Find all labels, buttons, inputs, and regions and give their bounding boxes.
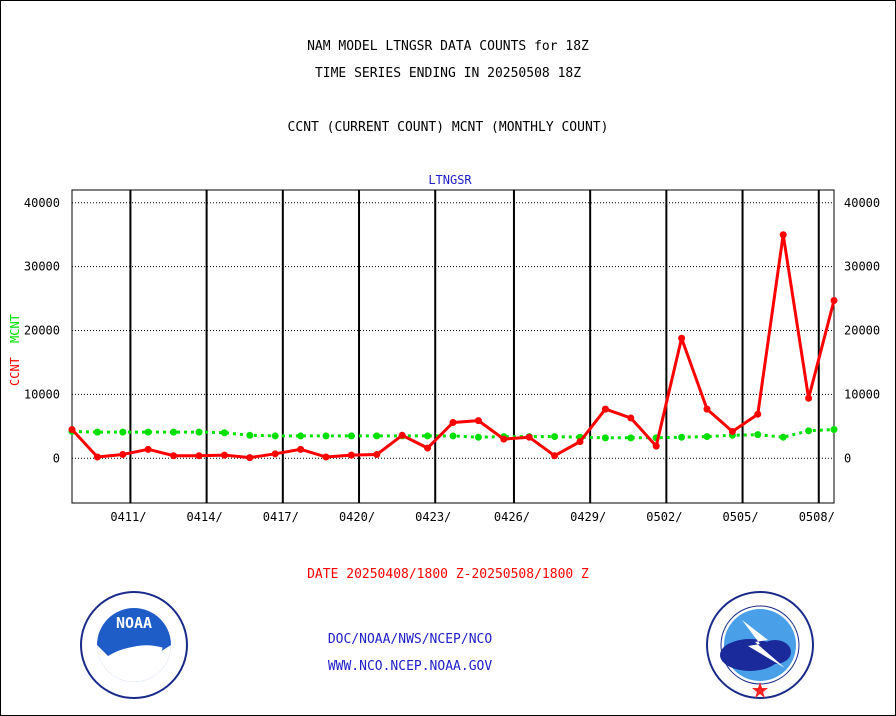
grid-lines: [72, 190, 834, 503]
data-point-ccnt: [830, 297, 838, 305]
chart-title-line2: TIME SERIES ENDING IN 20250508 18Z: [314, 66, 582, 81]
y-tick-label-right: 40000: [844, 196, 880, 210]
y-tick-label-right: 0: [844, 451, 851, 465]
y-ticks-right: 0 10000 20000 30000 40000: [844, 196, 880, 466]
nws-logo[interactable]: [706, 591, 814, 699]
y-tick-label-left: 30000: [24, 260, 60, 274]
data-point-ccnt: [449, 419, 457, 427]
x-tick-label: 0502/: [646, 510, 682, 524]
data-point-ccnt: [398, 431, 406, 439]
data-point-mcnt: [805, 427, 813, 435]
data-point-ccnt: [805, 394, 813, 402]
x-tick-label: 0505/: [722, 510, 758, 524]
date-range-label: DATE 20250408/1800 Z-20250508/1800 Z: [307, 567, 589, 582]
data-point-ccnt: [627, 414, 635, 422]
data-point-mcnt: [424, 432, 432, 440]
data-point-mcnt: [627, 434, 635, 442]
data-point-mcnt: [119, 428, 127, 436]
data-point-ccnt: [119, 450, 127, 458]
data-point-ccnt: [195, 452, 203, 460]
x-tick-label: 0417/: [263, 510, 299, 524]
footer-link-www[interactable]: WWW.NCO.NCEP.NOAA.GOV: [327, 659, 493, 674]
data-point-mcnt: [373, 432, 381, 440]
data-point-mcnt: [195, 428, 203, 436]
series-group: [68, 231, 838, 462]
data-point-mcnt: [144, 428, 152, 436]
data-point-mcnt: [297, 432, 305, 440]
data-point-mcnt: [754, 431, 762, 439]
data-point-ccnt: [728, 427, 736, 435]
y-tick-label-left: 40000: [24, 196, 60, 210]
data-point-ccnt: [220, 451, 228, 459]
x-tick-label: 0423/: [415, 510, 451, 524]
data-point-mcnt: [474, 433, 482, 441]
data-point-mcnt: [830, 426, 838, 434]
data-point-ccnt: [754, 410, 762, 418]
data-point-mcnt: [551, 433, 559, 441]
data-point-mcnt: [449, 432, 457, 440]
data-point-ccnt: [246, 454, 254, 462]
data-point-mcnt: [246, 431, 254, 439]
data-point-mcnt: [170, 428, 178, 436]
data-point-mcnt: [322, 432, 330, 440]
data-point-ccnt: [347, 451, 355, 459]
data-point-ccnt: [703, 405, 711, 413]
data-point-ccnt: [144, 445, 152, 453]
x-ticks: 0411/0414/0417/0420/0423/0426/0429/0502/…: [110, 510, 834, 524]
footer-link-doc[interactable]: DOC/NOAA/NWS/NCEP/NCO: [327, 632, 493, 647]
data-point-ccnt: [474, 417, 482, 425]
data-point-mcnt: [601, 434, 609, 442]
x-tick-label: 0426/: [494, 510, 530, 524]
chart-title-line1: NAM MODEL LTNGSR DATA COUNTS for 18Z: [307, 39, 589, 54]
data-point-mcnt: [220, 429, 228, 437]
data-point-ccnt: [373, 450, 381, 458]
data-point-ccnt: [551, 452, 559, 460]
y-tick-label-left: 0: [53, 451, 60, 465]
y-ticks-left: 0 10000 20000 30000 40000: [24, 196, 60, 466]
data-point-mcnt: [779, 433, 787, 441]
data-point-ccnt: [68, 426, 76, 434]
y-tick-label-right: 30000: [844, 260, 880, 274]
x-tick-label: 0429/: [570, 510, 606, 524]
plot-frame: [71, 189, 835, 504]
data-point-ccnt: [93, 453, 101, 461]
data-point-ccnt: [322, 453, 330, 461]
x-tick-label: 0420/: [339, 510, 375, 524]
data-point-mcnt: [271, 432, 279, 440]
y-axis-label-ccnt: CCNT: [8, 357, 22, 386]
y-tick-label-left: 20000: [24, 324, 60, 338]
noaa-logo-text: NOAA: [116, 614, 152, 632]
data-point-ccnt: [170, 452, 178, 460]
x-tick-label: 0414/: [187, 510, 223, 524]
data-point-ccnt: [271, 450, 279, 458]
x-tick-label: 0508/: [799, 510, 835, 524]
data-point-ccnt: [500, 435, 508, 443]
noaa-logo[interactable]: NOAA: [80, 591, 188, 699]
y-tick-label-right: 20000: [844, 324, 880, 338]
data-point-ccnt: [652, 442, 660, 450]
y-tick-label-left: 10000: [24, 387, 60, 401]
data-point-ccnt: [779, 231, 787, 239]
data-point-ccnt: [297, 445, 305, 453]
data-point-mcnt: [93, 428, 101, 436]
y-axis-label-mcnt: MCNT: [8, 314, 22, 343]
data-point-mcnt: [703, 433, 711, 441]
data-point-ccnt: [424, 444, 432, 452]
data-point-ccnt: [576, 438, 584, 446]
data-point-mcnt: [678, 433, 686, 441]
y-tick-label-right: 10000: [844, 387, 880, 401]
data-point-ccnt: [678, 334, 686, 342]
data-point-ccnt: [601, 405, 609, 413]
chart-subtitle: CCNT (CURRENT COUNT) MCNT (MONTHLY COUNT…: [287, 120, 609, 135]
data-point-ccnt: [525, 433, 533, 441]
x-tick-label: 0411/: [110, 510, 146, 524]
data-point-mcnt: [347, 432, 355, 440]
panel-title: LTNGSR: [428, 173, 472, 187]
